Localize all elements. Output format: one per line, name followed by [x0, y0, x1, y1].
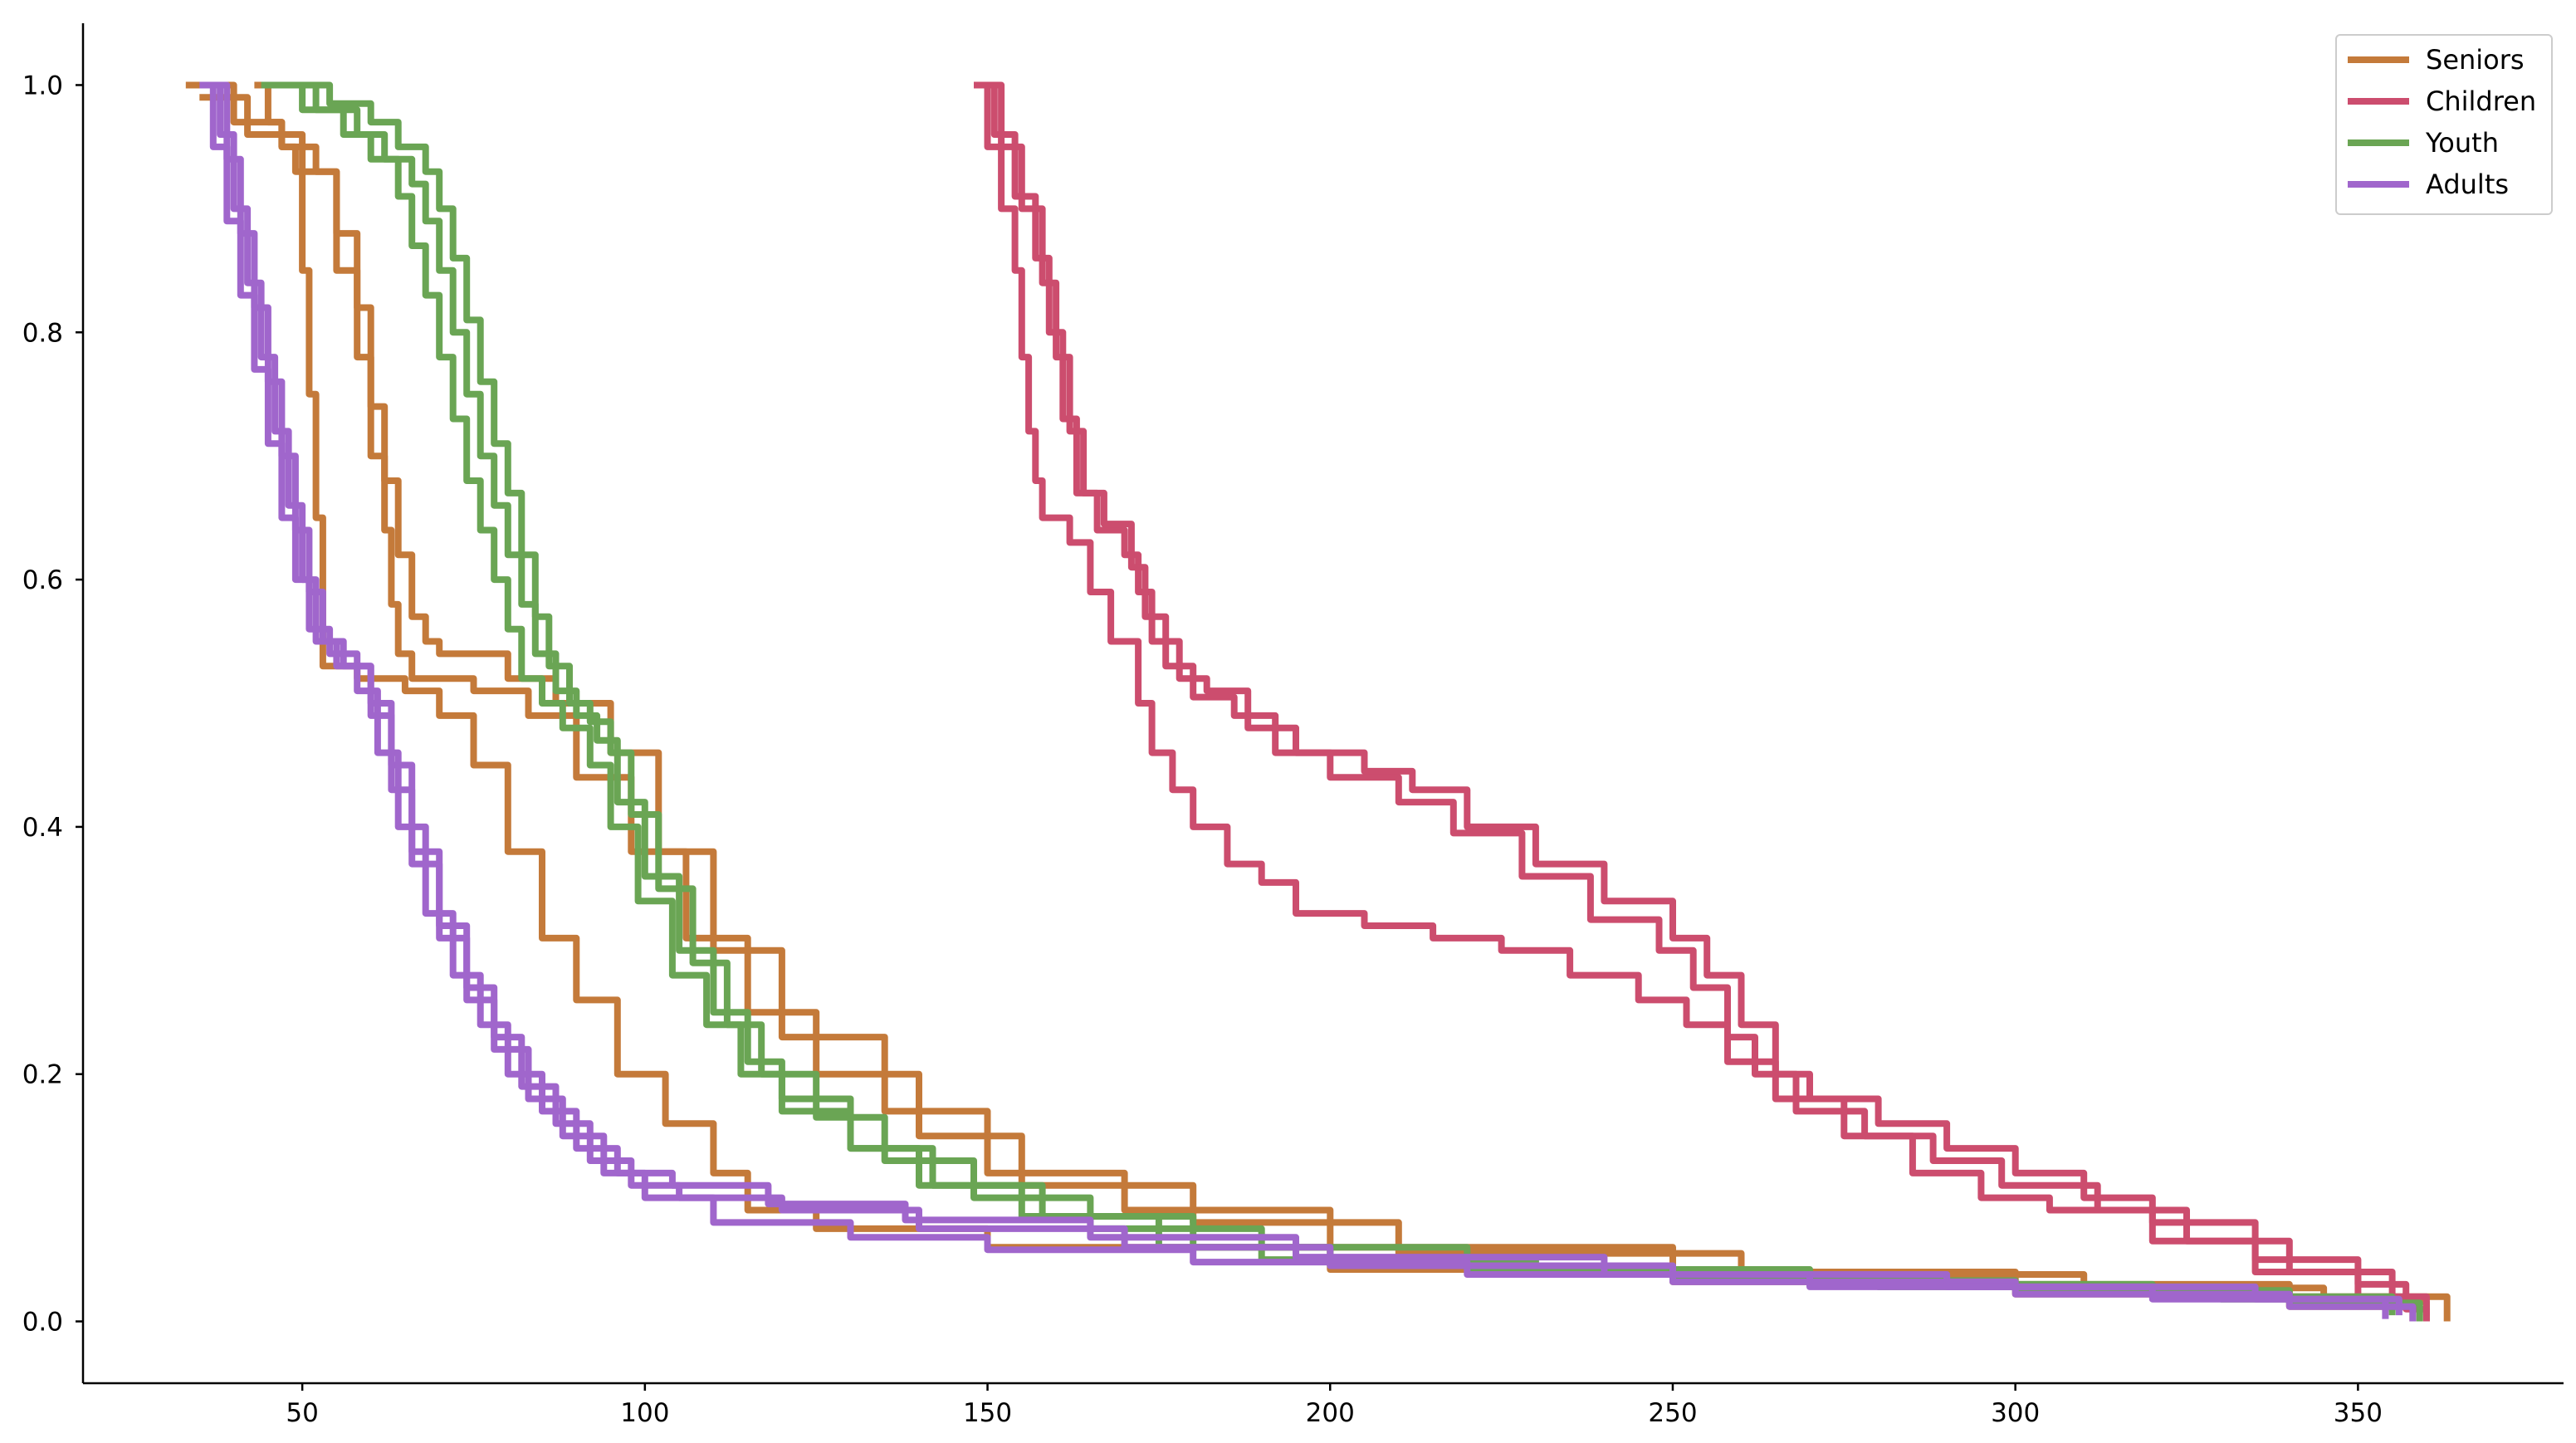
y-tick-label: 0.0	[22, 1308, 63, 1338]
y-tick-label: 0.8	[22, 318, 63, 348]
x-tick-label: 100	[620, 1398, 669, 1428]
series-line-children-6	[974, 81, 2430, 1316]
y-tick-label: 0.4	[22, 813, 63, 843]
y-axis-ticks: 0.0 0.2 0.4 0.6 0.8 1.0	[22, 71, 83, 1338]
legend-frame	[2335, 34, 2553, 215]
x-tick-label: 350	[2334, 1398, 2383, 1428]
y-tick-label: 0.6	[22, 565, 63, 595]
x-tick-label: 150	[963, 1398, 1012, 1428]
series-line-youth-9	[261, 81, 2396, 1312]
series-line-seniors-1	[185, 81, 2451, 1322]
x-tick-label: 300	[1991, 1398, 2040, 1428]
y-tick-label: 0.2	[22, 1060, 63, 1090]
y-tick-label: 1.0	[22, 71, 63, 100]
legend-label-children: Children	[2426, 86, 2536, 117]
legend-label-youth: Youth	[2425, 127, 2499, 159]
series-line-children-5	[980, 81, 2417, 1322]
series-line-adults-12	[213, 81, 2389, 1319]
x-axis-ticks: 50 100 150 200 250 300 350	[286, 1383, 2383, 1428]
series-line-children-4	[974, 81, 2430, 1322]
x-tick-label: 200	[1306, 1398, 1355, 1428]
series-line-adults-10	[206, 81, 2417, 1322]
series-line-seniors-2	[199, 94, 2430, 1322]
legend: Seniors Children Youth Adults	[2335, 34, 2553, 215]
x-tick-label: 250	[1648, 1398, 1697, 1428]
series-line-adults-11	[199, 81, 2402, 1316]
legend-label-adults: Adults	[2426, 169, 2509, 200]
legend-label-seniors: Seniors	[2426, 44, 2525, 76]
x-tick-label: 50	[286, 1398, 318, 1428]
series-layer	[185, 81, 2451, 1322]
